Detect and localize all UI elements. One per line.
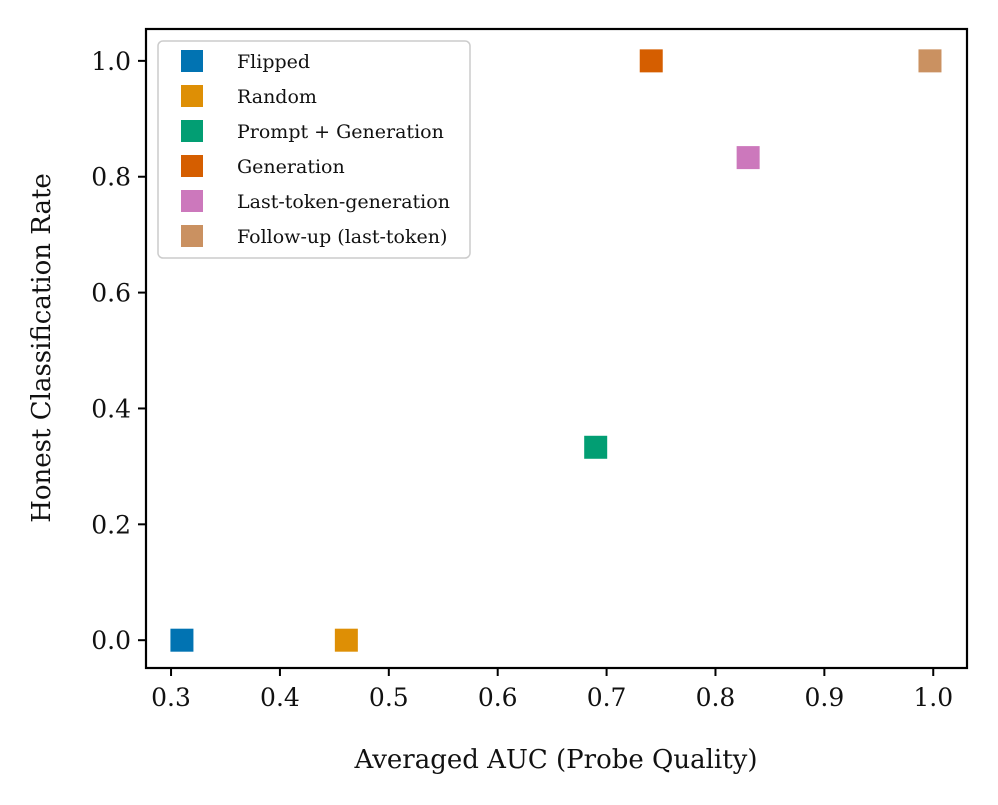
legend-label: Generation: [237, 156, 345, 178]
legend-label: Last-token-generation: [237, 191, 450, 213]
x-axis-ticks: 0.3 0.4 0.5 0.6 0.7 0.8 0.9 1.0: [151, 668, 953, 712]
legend-marker: [181, 155, 203, 177]
legend: Flipped Random Prompt + Generation Generati…: [157, 40, 471, 259]
x-tick-label: 0.4: [260, 683, 300, 712]
data-point-prompt-generation: [584, 435, 608, 459]
x-tick-label: 0.3: [151, 683, 191, 712]
y-tick-label: 0.0: [91, 626, 131, 655]
data-point-last-token-generation: [736, 146, 760, 170]
data-point-generation: [639, 49, 663, 73]
x-tick-label: 0.6: [478, 683, 518, 712]
x-tick-label: 0.7: [587, 683, 627, 712]
y-axis-label: Honest Classification Rate: [27, 173, 57, 523]
legend-marker: [181, 225, 203, 247]
legend-marker: [181, 85, 203, 107]
legend-label: Flipped: [237, 51, 310, 73]
y-tick-label: 0.6: [91, 279, 131, 308]
y-tick-label: 0.2: [91, 510, 131, 539]
legend-box: [157, 40, 471, 259]
legend-marker: [181, 50, 203, 72]
legend-label: Random: [237, 86, 317, 108]
x-axis-label: Averaged AUC (Probe Quality): [354, 745, 758, 775]
data-point-flipped: [170, 628, 194, 652]
legend-label: Prompt + Generation: [237, 121, 444, 143]
data-point-follow-up-last-token: [918, 49, 942, 73]
y-tick-label: 1.0: [91, 47, 131, 76]
y-tick-label: 0.4: [91, 394, 131, 423]
data-point-random: [334, 628, 358, 652]
legend-label: Follow-up (last-token): [237, 226, 447, 248]
x-tick-label: 0.8: [696, 683, 736, 712]
y-axis-ticks: 0.0 0.2 0.4 0.6 0.8 1.0: [91, 47, 146, 655]
x-tick-label: 0.9: [804, 683, 844, 712]
y-tick-label: 0.8: [91, 163, 131, 192]
x-tick-label: 1.0: [913, 683, 953, 712]
legend-marker: [181, 190, 203, 212]
x-tick-label: 0.5: [369, 683, 409, 712]
legend-marker: [181, 120, 203, 142]
data-points: [170, 49, 942, 652]
plot-frame: [144, 27, 969, 670]
